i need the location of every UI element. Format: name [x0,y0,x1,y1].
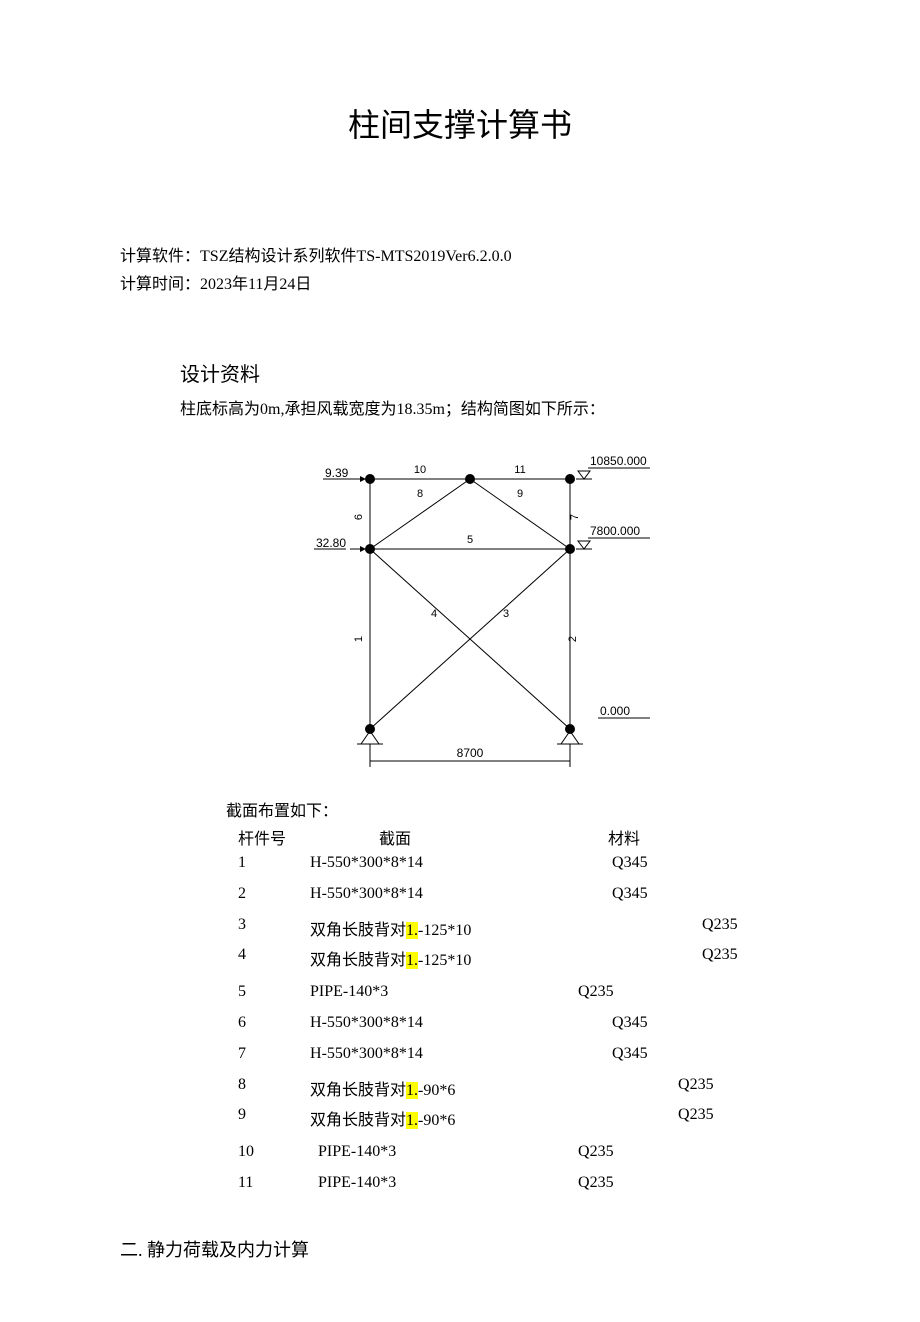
meta-time-value: 2023年11月24日 [200,276,311,293]
meta-software: 计算软件：TSZ结构设计系列软件TS-MTS2019Ver6.2.0.0 [120,242,800,266]
table-row: 4双角长肢背对1.-125*10Q235 [226,943,756,980]
table-row: 10 PIPE-140*3Q235 [226,1140,756,1171]
cell-material: Q235 [492,943,756,980]
col-member-id: 杆件号 [226,823,298,851]
svg-text:1: 1 [353,636,365,642]
table-row: 2H-550*300*8*14Q345 [226,882,756,913]
cell-member-id: 1 [226,851,298,882]
svg-text:4: 4 [431,608,437,620]
table-row: 5PIPE-140*3Q235 [226,980,756,1011]
svg-text:11: 11 [514,464,525,476]
cell-material: Q235 [492,1140,756,1171]
svg-text:8: 8 [417,488,423,500]
cell-section: 双角长肢背对1.-90*6 [298,1073,492,1103]
table-row: 1H-550*300*8*14Q345 [226,851,756,882]
section1-heading: 设计资料 [180,358,800,387]
cell-material: Q235 [492,913,756,943]
svg-text:8700: 8700 [457,746,484,760]
cell-material: Q235 [492,980,756,1011]
sections-header-row: 杆件号 截面 材料 [226,823,756,851]
svg-text:6: 6 [353,514,365,520]
cell-material: Q345 [492,851,756,882]
cell-section: H-550*300*8*14 [298,1011,492,1042]
meta-software-label: 计算软件： [120,248,200,265]
cell-member-id: 8 [226,1073,298,1103]
svg-text:2: 2 [567,636,579,642]
cell-member-id: 5 [226,980,298,1011]
svg-text:7800.000: 7800.000 [590,524,640,538]
section2-heading: 二. 静力荷载及内力计算 [120,1236,800,1262]
cell-member-id: 2 [226,882,298,913]
svg-text:7: 7 [569,514,581,520]
svg-text:5: 5 [467,534,473,546]
cell-section: 双角长肢背对1.-90*6 [298,1103,492,1140]
cell-member-id: 10 [226,1140,298,1171]
cell-material: Q235 [492,1103,756,1140]
cell-member-id: 3 [226,913,298,943]
section1-line1: 柱底标高为0m,承担风载宽度为18.35m；结构简图如下所示： [180,395,800,419]
sections-intro: 截面布置如下： [226,797,800,821]
cell-member-id: 11 [226,1171,298,1202]
cell-material: Q345 [492,1011,756,1042]
cell-section: PIPE-140*3 [298,980,492,1011]
col-section: 截面 [298,823,492,851]
table-row: 3双角长肢背对1.-125*10Q235 [226,913,756,943]
document-page: 柱间支撑计算书 计算软件：TSZ结构设计系列软件TS-MTS2019Ver6.2… [0,0,920,1322]
cell-section: H-550*300*8*14 [298,851,492,882]
meta-time: 计算时间：2023年11月24日 [120,270,800,294]
table-row: 7H-550*300*8*14Q345 [226,1042,756,1073]
table-row: 8双角长肢背对1.-90*6Q235 [226,1073,756,1103]
cell-section: 双角长肢背对1.-125*10 [298,913,492,943]
svg-text:10: 10 [414,464,426,476]
cell-member-id: 9 [226,1103,298,1140]
svg-text:0.000: 0.000 [600,704,630,718]
sections-table: 杆件号 截面 材料 1H-550*300*8*14Q3452H-550*300*… [226,823,756,1202]
meta-time-label: 计算时间： [120,276,200,293]
document-title: 柱间支撑计算书 [120,100,800,146]
cell-material: Q235 [492,1171,756,1202]
cell-member-id: 6 [226,1011,298,1042]
cell-section: H-550*300*8*14 [298,882,492,913]
cell-material: Q235 [492,1073,756,1103]
col-material: 材料 [492,823,756,851]
svg-text:10850.000: 10850.000 [590,454,647,468]
table-row: 9双角长肢背对1.-90*6Q235 [226,1103,756,1140]
svg-text:3: 3 [503,608,509,620]
cell-section: H-550*300*8*14 [298,1042,492,1073]
svg-text:9: 9 [517,488,523,500]
structure-diagram: 10 11 6 7 8 9 5 1 2 3 4 10850.000 7800.000 0.000 9.39 3… [120,439,800,789]
svg-text:32.80: 32.80 [316,536,346,550]
table-row: 6H-550*300*8*14Q345 [226,1011,756,1042]
cell-member-id: 4 [226,943,298,980]
meta-software-value: TSZ结构设计系列软件TS-MTS2019Ver6.2.0.0 [200,248,512,265]
cell-section: PIPE-140*3 [298,1140,492,1171]
cell-material: Q345 [492,882,756,913]
cell-section: PIPE-140*3 [298,1171,492,1202]
cell-material: Q345 [492,1042,756,1073]
cell-member-id: 7 [226,1042,298,1073]
table-row: 11 PIPE-140*3Q235 [226,1171,756,1202]
cell-section: 双角长肢背对1.-125*10 [298,943,492,980]
svg-text:9.39: 9.39 [325,466,349,480]
structure-diagram-svg: 10 11 6 7 8 9 5 1 2 3 4 10850.000 7800.000 0.000 9.39 3… [270,439,650,789]
